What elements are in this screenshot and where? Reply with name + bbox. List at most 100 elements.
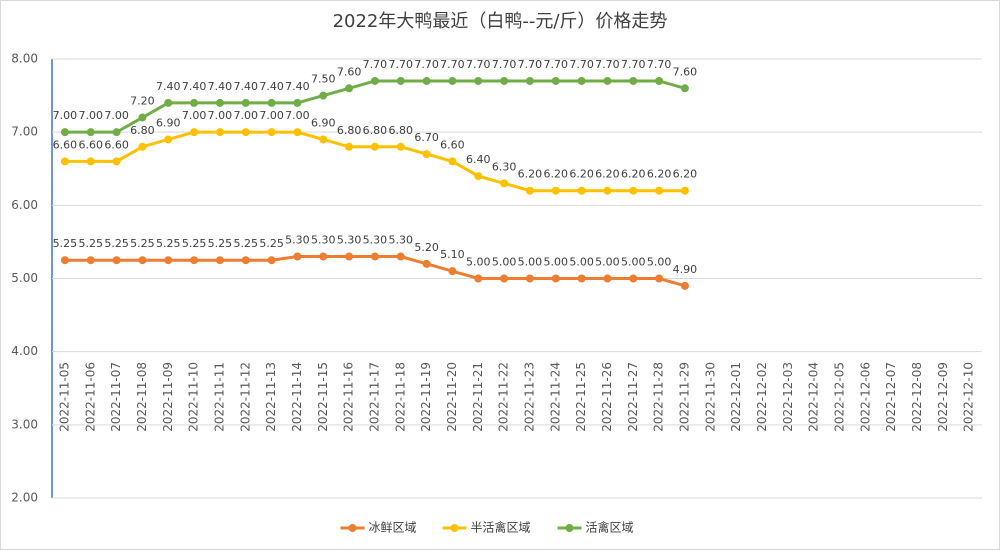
- point: [474, 172, 483, 181]
- x-tick-label: 2022-11-15: [316, 362, 330, 432]
- point: [319, 135, 328, 144]
- value-label: 7.00: [53, 109, 78, 122]
- x-tick-label: 2022-11-06: [83, 362, 97, 432]
- point: [267, 256, 276, 265]
- value-label: 7.70: [621, 58, 646, 71]
- value-label: 5.25: [208, 237, 233, 250]
- value-label: 6.20: [544, 168, 569, 181]
- point: [551, 76, 560, 85]
- value-label: 7.40: [156, 80, 181, 93]
- value-label: 5.25: [53, 237, 78, 250]
- value-label: 7.00: [182, 109, 207, 122]
- value-label: 7.00: [259, 109, 284, 122]
- point: [190, 256, 199, 265]
- value-label: 7.70: [544, 58, 569, 71]
- value-label: 5.00: [569, 256, 594, 269]
- x-tick-label: 2022-11-30: [703, 362, 717, 432]
- x-tick-label: 2022-11-23: [522, 362, 536, 432]
- point: [577, 76, 586, 85]
- point: [60, 157, 69, 166]
- value-label: 7.20: [130, 95, 155, 108]
- x-tick-label: 2022-11-16: [342, 362, 356, 432]
- legend-label: 半活禽区域: [471, 520, 531, 535]
- value-label: 6.40: [466, 153, 491, 166]
- point: [293, 98, 302, 107]
- value-label: 5.25: [104, 237, 129, 250]
- point: [396, 142, 405, 151]
- y-tick-label: 4.00: [11, 344, 38, 358]
- point: [448, 76, 457, 85]
- point: [370, 142, 379, 151]
- value-label: 6.20: [595, 168, 620, 181]
- value-label: 6.60: [440, 138, 465, 151]
- value-label: 6.20: [621, 168, 646, 181]
- point: [525, 186, 534, 195]
- point: [86, 256, 95, 265]
- x-tick-label: 2022-11-10: [187, 362, 201, 432]
- legend-marker: [450, 524, 459, 532]
- value-label: 7.00: [208, 109, 233, 122]
- legend-label: 活禽区域: [586, 520, 634, 535]
- y-tick-label: 7.00: [11, 125, 38, 139]
- value-label: 6.20: [569, 168, 594, 181]
- value-label: 5.30: [363, 234, 388, 247]
- x-tick-label: 2022-12-01: [729, 362, 743, 432]
- value-label: 7.70: [492, 58, 517, 71]
- point: [267, 128, 276, 137]
- point: [603, 274, 612, 283]
- value-label: 7.70: [569, 58, 594, 71]
- x-tick-label: 2022-11-11: [212, 362, 226, 432]
- value-label: 5.00: [466, 256, 491, 269]
- point: [267, 98, 276, 107]
- x-tick-label: 2022-12-10: [962, 362, 976, 432]
- value-label: 7.40: [234, 80, 259, 93]
- point: [215, 128, 224, 137]
- value-label: 7.40: [182, 80, 207, 93]
- point: [293, 128, 302, 137]
- value-label: 5.25: [234, 237, 259, 250]
- point: [190, 128, 199, 137]
- x-tick-label: 2022-11-27: [626, 362, 640, 432]
- x-tick-label: 2022-11-19: [419, 362, 433, 432]
- value-label: 6.80: [130, 124, 155, 137]
- point: [629, 274, 638, 283]
- x-tick-label: 2022-11-22: [497, 362, 511, 432]
- point: [655, 186, 664, 195]
- value-label: 5.10: [440, 248, 465, 261]
- legend-marker: [348, 524, 357, 532]
- value-label: 5.30: [285, 234, 310, 247]
- value-label: 7.60: [673, 65, 698, 78]
- value-label: 6.20: [647, 168, 672, 181]
- point: [190, 98, 199, 107]
- point: [680, 84, 689, 93]
- value-label: 7.40: [208, 80, 233, 93]
- point: [525, 76, 534, 85]
- value-label: 7.70: [363, 58, 388, 71]
- x-tick-label: 2022-11-09: [161, 362, 175, 432]
- x-tick-label: 2022-11-07: [109, 362, 123, 432]
- value-label: 5.00: [544, 256, 569, 269]
- value-label: 5.25: [79, 237, 104, 250]
- point: [603, 76, 612, 85]
- x-tick-label: 2022-11-12: [238, 362, 252, 432]
- point: [138, 113, 147, 122]
- value-label: 5.00: [621, 256, 646, 269]
- value-label: 7.70: [466, 58, 491, 71]
- point: [86, 157, 95, 166]
- x-tick-label: 2022-11-29: [677, 362, 691, 432]
- value-label: 5.25: [156, 237, 181, 250]
- point: [215, 256, 224, 265]
- point: [345, 84, 354, 93]
- x-tick-label: 2022-11-24: [548, 362, 562, 432]
- point: [500, 179, 509, 188]
- point: [422, 76, 431, 85]
- value-label: 5.00: [647, 256, 672, 269]
- point: [86, 128, 95, 137]
- point: [396, 76, 405, 85]
- point: [551, 186, 560, 195]
- y-tick-label: 2.00: [11, 491, 38, 505]
- x-tick-label: 2022-12-05: [832, 362, 846, 432]
- value-label: 6.30: [492, 160, 517, 173]
- value-label: 7.40: [285, 80, 310, 93]
